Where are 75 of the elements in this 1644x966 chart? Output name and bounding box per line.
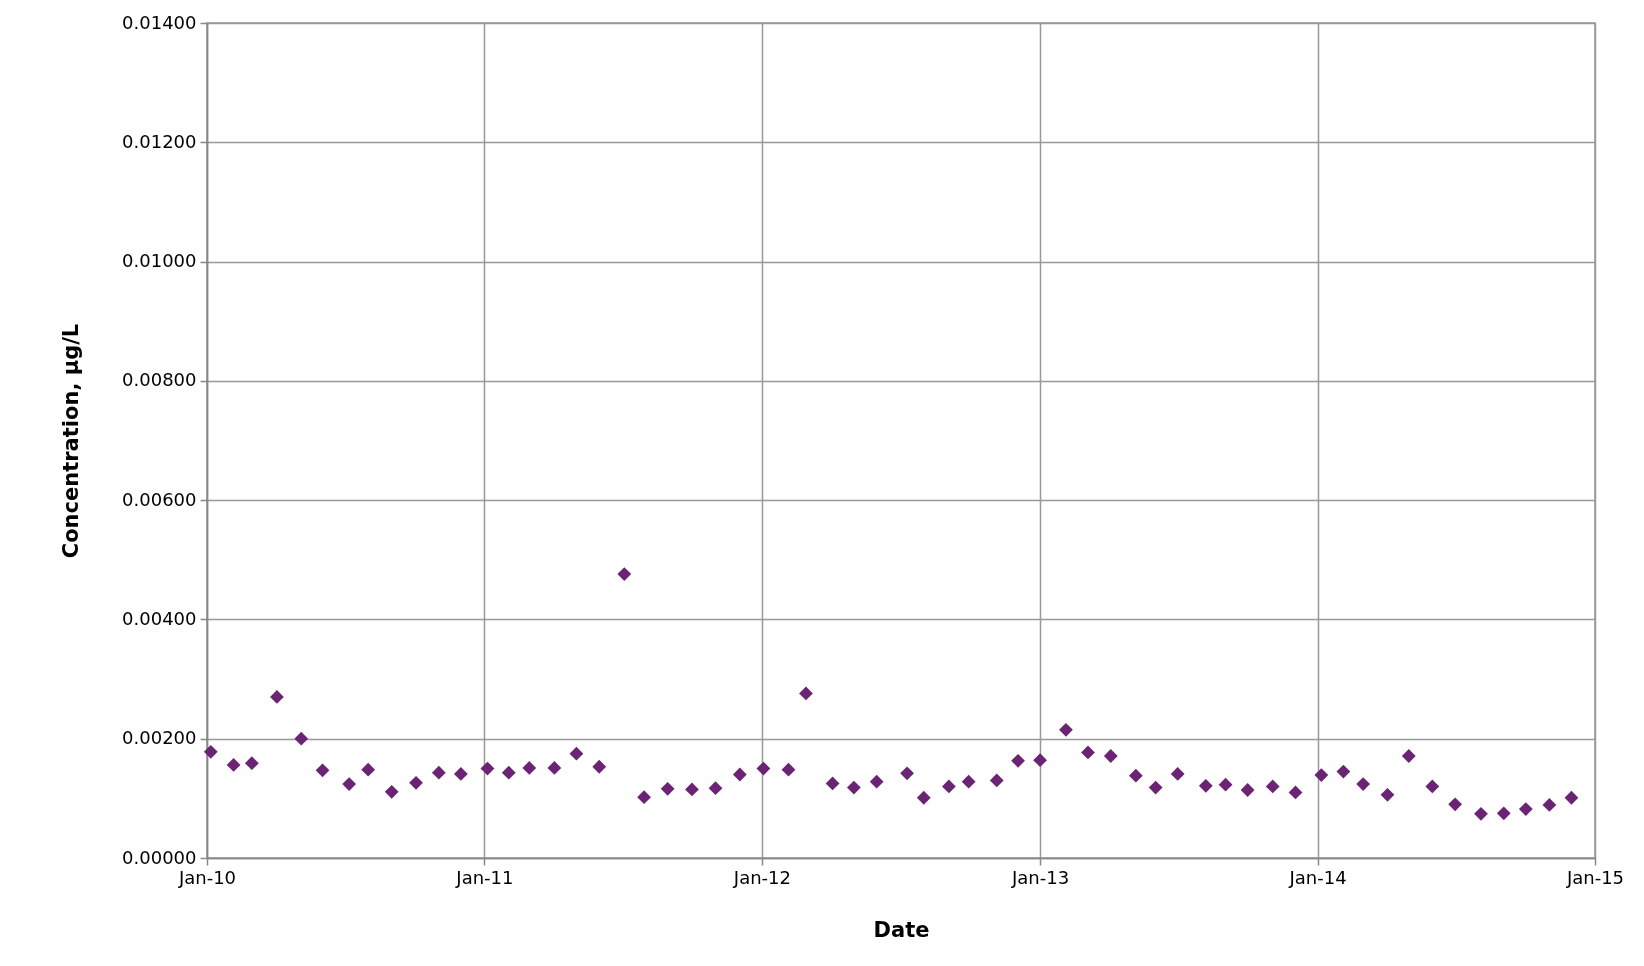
x-axis-title: Date bbox=[873, 917, 930, 942]
point bbox=[1170, 767, 1185, 781]
point bbox=[453, 767, 468, 781]
y-axis-title: Concentration, µg/L bbox=[59, 323, 84, 559]
point bbox=[226, 758, 241, 772]
x-tick-label: Jan-11 bbox=[455, 866, 514, 888]
point bbox=[942, 779, 956, 794]
point bbox=[1314, 768, 1329, 782]
y-tick-label: 0.00600 bbox=[122, 488, 197, 510]
point bbox=[1198, 778, 1213, 793]
point bbox=[270, 690, 284, 704]
point bbox=[1401, 749, 1416, 763]
point bbox=[1425, 779, 1440, 794]
point bbox=[522, 761, 537, 775]
point bbox=[1011, 753, 1025, 768]
y-tick-label: 0.01000 bbox=[122, 250, 197, 272]
point bbox=[1128, 768, 1143, 783]
point bbox=[685, 782, 699, 797]
point bbox=[361, 762, 376, 777]
point bbox=[1336, 764, 1351, 779]
point bbox=[1474, 806, 1488, 821]
y-tick-label: 0.00800 bbox=[122, 369, 197, 391]
point bbox=[617, 567, 632, 581]
point bbox=[660, 781, 675, 796]
point bbox=[869, 774, 884, 789]
point bbox=[1564, 790, 1579, 805]
point bbox=[1033, 753, 1047, 768]
point bbox=[1448, 797, 1463, 812]
point bbox=[825, 776, 840, 791]
point bbox=[1148, 780, 1163, 795]
x-tick-label: Jan-13 bbox=[1011, 866, 1070, 888]
point bbox=[203, 744, 218, 759]
point bbox=[1356, 777, 1371, 791]
point bbox=[501, 765, 516, 780]
point bbox=[900, 766, 914, 781]
point bbox=[781, 762, 796, 777]
point bbox=[1081, 745, 1095, 760]
point bbox=[1218, 777, 1233, 792]
point bbox=[1059, 722, 1073, 737]
x-tick-label: Jan-10 bbox=[177, 866, 237, 888]
point bbox=[315, 763, 330, 778]
point bbox=[1103, 749, 1118, 763]
point bbox=[1380, 787, 1395, 802]
y-tick-label: 0.00200 bbox=[122, 727, 197, 749]
point bbox=[342, 777, 357, 791]
point bbox=[431, 765, 446, 780]
point bbox=[1240, 783, 1255, 797]
point bbox=[1288, 785, 1303, 800]
y-tick-label: 0.00400 bbox=[122, 607, 197, 629]
point bbox=[409, 775, 423, 790]
point bbox=[708, 781, 723, 796]
point bbox=[592, 759, 607, 774]
point bbox=[732, 767, 747, 782]
point bbox=[756, 761, 771, 776]
point bbox=[916, 790, 931, 805]
point bbox=[989, 773, 1004, 788]
y-tick-label: 0.01200 bbox=[122, 130, 197, 152]
point bbox=[244, 756, 259, 771]
point bbox=[1542, 798, 1557, 812]
point bbox=[961, 774, 976, 789]
point bbox=[846, 780, 861, 795]
x-tick-label: Jan-14 bbox=[1288, 866, 1347, 888]
x-tick-label: Jan-12 bbox=[732, 866, 791, 888]
point bbox=[1496, 806, 1511, 821]
point bbox=[637, 790, 651, 805]
y-tick-label: 0.01400 bbox=[122, 11, 197, 33]
point bbox=[569, 746, 584, 761]
point bbox=[1265, 779, 1280, 794]
point bbox=[1518, 802, 1533, 816]
point bbox=[294, 731, 309, 746]
point bbox=[384, 784, 399, 799]
point bbox=[799, 686, 813, 701]
y-tick-label: 0.00000 bbox=[122, 846, 197, 868]
point bbox=[547, 761, 562, 775]
x-tick-label: Jan-15 bbox=[1565, 866, 1625, 888]
